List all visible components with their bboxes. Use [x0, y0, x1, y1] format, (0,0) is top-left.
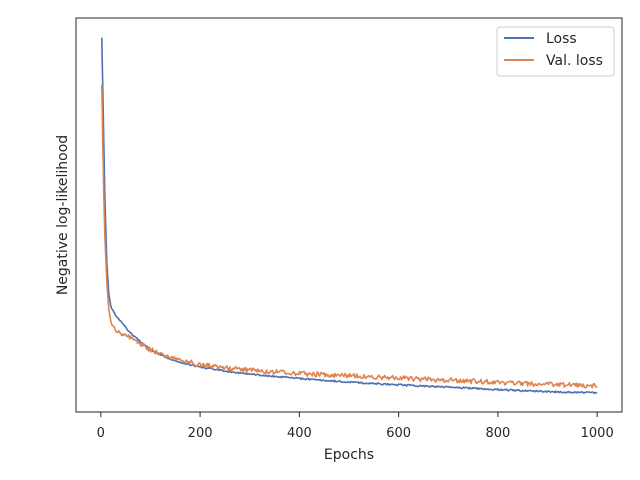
x-tick-label: 0: [97, 426, 105, 441]
plot-frame: [75, 17, 623, 413]
legend-label-loss: Loss: [546, 31, 577, 47]
legend-box: [496, 26, 615, 77]
series-layer: [101, 37, 598, 395]
x-tick-label: 200: [188, 426, 213, 441]
x-tick-label: 600: [386, 426, 411, 441]
x-tick-label: 800: [485, 426, 510, 441]
x-axis-label: Epochs: [324, 447, 374, 463]
x-tick-label: 400: [287, 426, 312, 441]
series-line-loss: [101, 37, 598, 395]
series-line-val-loss: [101, 84, 598, 389]
legend-label-val-loss: Val. loss: [546, 53, 603, 69]
y-axis-label: Negative log-likelihood: [55, 135, 71, 295]
legend: Loss Val. loss: [496, 26, 615, 77]
x-axis-ticks: 0 200 400 600 800 1000: [97, 412, 614, 441]
x-tick-label: 1000: [581, 426, 614, 441]
